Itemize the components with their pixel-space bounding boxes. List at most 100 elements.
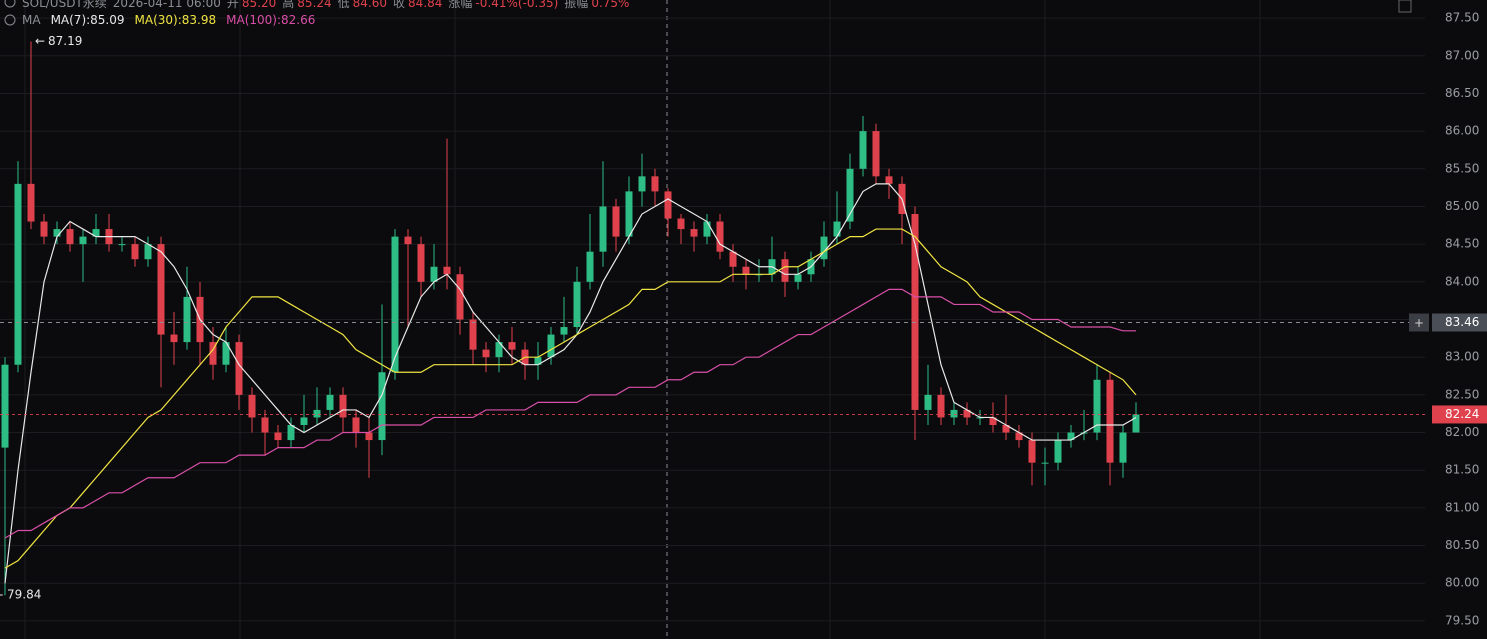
candle-body bbox=[300, 417, 308, 425]
candle-body bbox=[66, 229, 74, 245]
candle-body bbox=[664, 191, 672, 219]
candle-body bbox=[612, 206, 620, 237]
candle-body bbox=[560, 327, 568, 335]
header-icon bbox=[4, 0, 16, 8]
candle-body bbox=[222, 342, 230, 365]
candle-body bbox=[417, 244, 425, 282]
header: SOL/USDT永续 2026-04-11 06:00 开 85.20 高 85.24 低 8… bbox=[22, 0, 629, 10]
expand-icon[interactable] bbox=[1398, 0, 1412, 13]
y-tick-label: 86.50 bbox=[1445, 86, 1479, 100]
candle-body bbox=[781, 259, 789, 282]
y-tick-label: 84.00 bbox=[1445, 274, 1479, 288]
candle-body bbox=[144, 244, 152, 260]
y-tick-label: 82.00 bbox=[1445, 425, 1479, 439]
candle-body bbox=[183, 296, 191, 343]
y-tick-label: 82.50 bbox=[1445, 387, 1479, 401]
candle-body bbox=[963, 409, 971, 418]
candle-body bbox=[261, 417, 269, 433]
time: 2026-04-11 06:00 bbox=[113, 0, 221, 10]
ma-legend: MA MA(7):85.09 MA(30):83.98 MA(100):82.66 bbox=[22, 13, 315, 27]
y-tick-label: 81.00 bbox=[1445, 500, 1479, 514]
candle-body bbox=[1106, 379, 1114, 463]
candle-body bbox=[469, 319, 477, 350]
field-label: 涨幅 bbox=[448, 0, 472, 10]
candle-body bbox=[586, 251, 594, 282]
candle-body bbox=[547, 334, 555, 358]
candle-body bbox=[456, 274, 464, 320]
y-tick-label: 83.00 bbox=[1445, 350, 1479, 364]
legend-entry: MA(30):83.98 bbox=[135, 13, 217, 27]
candle-body bbox=[365, 432, 373, 441]
y-tick-label: 87.50 bbox=[1445, 11, 1479, 25]
candle-body bbox=[716, 221, 724, 252]
crosshair-price: 83.46 bbox=[1445, 315, 1479, 329]
candle-body bbox=[378, 372, 386, 441]
field-value: 84.60 bbox=[353, 0, 387, 10]
candle-body bbox=[118, 244, 126, 246]
field-value: 0.75% bbox=[591, 0, 629, 10]
y-tick-label: 80.50 bbox=[1445, 538, 1479, 552]
candle-body bbox=[703, 221, 711, 237]
candle-body bbox=[482, 349, 490, 358]
candle-body bbox=[339, 394, 347, 418]
y-tick-label: 85.50 bbox=[1445, 161, 1479, 175]
field-value: 85.24 bbox=[297, 0, 331, 10]
field-label: 振幅 bbox=[564, 0, 588, 10]
legend-entry: MA(100):82.66 bbox=[226, 13, 315, 27]
candle-body bbox=[911, 214, 919, 410]
candle-body bbox=[729, 251, 737, 267]
candle-body bbox=[872, 131, 880, 177]
candle-body bbox=[833, 221, 841, 237]
ma-line bbox=[4, 228, 1137, 569]
candle-body bbox=[92, 229, 100, 237]
candle-body bbox=[157, 244, 165, 335]
candle-body bbox=[495, 342, 503, 358]
y-tick-label: 84.50 bbox=[1445, 237, 1479, 251]
y-tick-label: 87.00 bbox=[1445, 48, 1479, 62]
candle-body bbox=[950, 409, 958, 418]
crosshair-price-box bbox=[1432, 313, 1487, 332]
candle-body bbox=[846, 168, 854, 222]
field-label: 低 bbox=[338, 0, 350, 10]
candle-body bbox=[859, 131, 867, 169]
candle-body bbox=[326, 394, 334, 410]
candle-body bbox=[885, 176, 893, 184]
candle-body bbox=[651, 176, 659, 192]
candle-body bbox=[27, 183, 35, 222]
arrow: ← bbox=[35, 34, 45, 48]
last-price-box bbox=[1432, 405, 1487, 424]
y-tick-label: 85.00 bbox=[1445, 199, 1479, 213]
candle-body bbox=[1132, 414, 1140, 433]
candle-body bbox=[508, 342, 516, 350]
symbol: SOL/USDT永续 bbox=[22, 0, 107, 10]
candle-body bbox=[1015, 432, 1023, 441]
y-tick-label: 79.50 bbox=[1445, 613, 1479, 627]
ma-line bbox=[4, 183, 1137, 584]
candle-body bbox=[170, 334, 178, 343]
candle-body bbox=[638, 176, 646, 192]
candle-body bbox=[443, 266, 451, 275]
candle-body bbox=[690, 229, 698, 237]
candle-body bbox=[131, 244, 139, 260]
high-annotation: 87.19 bbox=[48, 34, 82, 48]
y-tick-label: 80.00 bbox=[1445, 576, 1479, 590]
candle-body bbox=[209, 342, 217, 365]
candle-body bbox=[1002, 424, 1010, 433]
candle-body bbox=[430, 266, 438, 282]
candle-body bbox=[1054, 440, 1062, 463]
last-price: 82.24 bbox=[1445, 407, 1479, 421]
candle-body bbox=[1041, 462, 1049, 464]
ma-line bbox=[4, 288, 1136, 539]
candle-body bbox=[599, 206, 607, 252]
indicator-icon bbox=[4, 14, 16, 26]
plus: + bbox=[1414, 316, 1424, 330]
candle-body bbox=[573, 281, 581, 328]
field-label: 高 bbox=[282, 0, 294, 10]
candle-body bbox=[625, 191, 633, 237]
indicator: MA bbox=[22, 13, 41, 27]
field-value: 85.20 bbox=[242, 0, 276, 10]
candle-body bbox=[235, 342, 243, 395]
field-value: 84.84 bbox=[408, 0, 442, 10]
candle-body bbox=[924, 394, 932, 410]
candle-body bbox=[1093, 379, 1101, 433]
